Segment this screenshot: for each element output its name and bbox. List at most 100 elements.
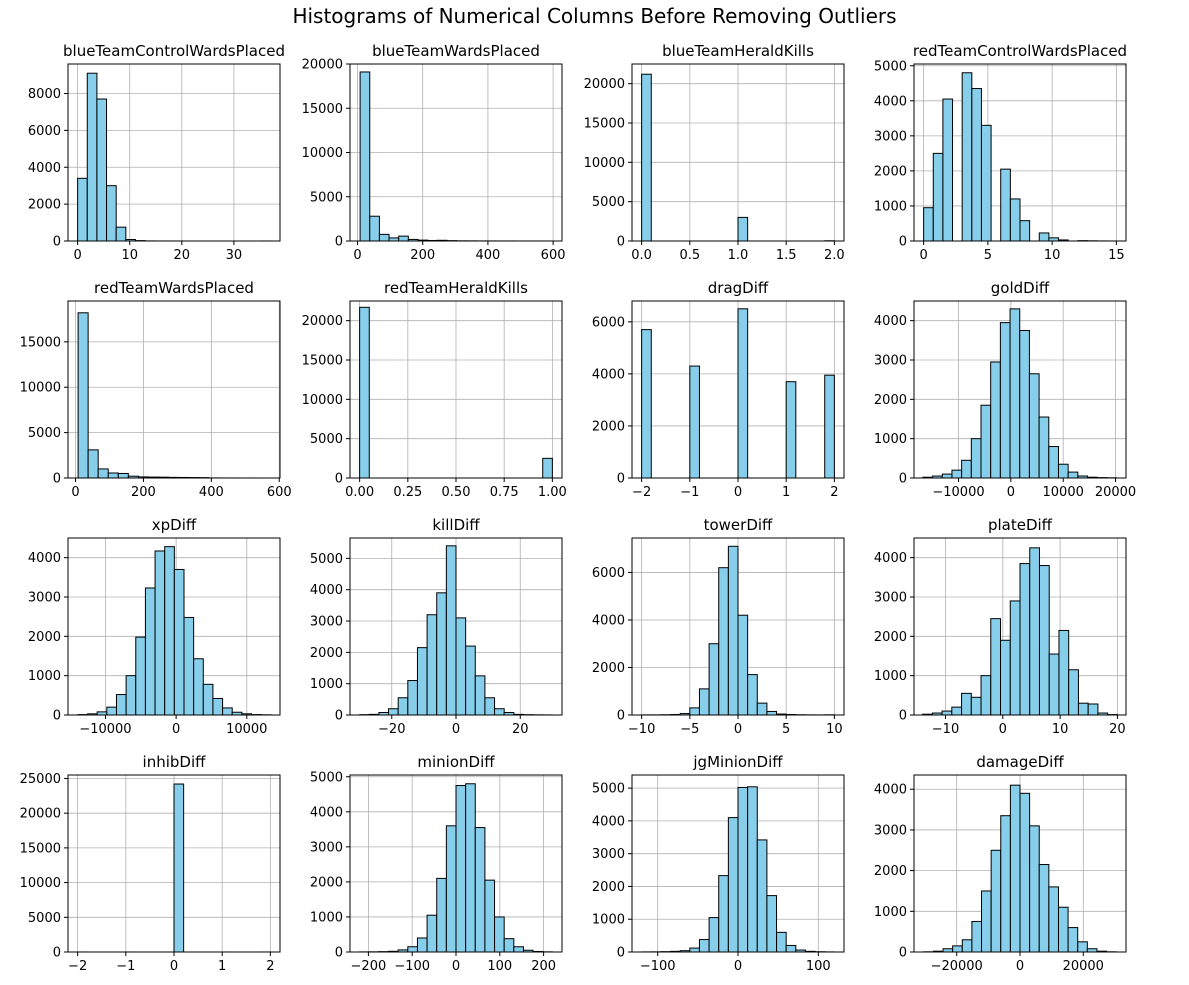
subplot-title: minionDiff (417, 753, 495, 771)
x-tick-label: 30 (226, 248, 243, 263)
y-tick-label: 5000 (310, 770, 343, 785)
y-tick-label: 3000 (592, 847, 625, 862)
y-tick-label: 3000 (874, 129, 907, 144)
y-tick-label: 0 (617, 235, 625, 250)
x-tick-label: −200 (351, 959, 387, 974)
histogram-bar (97, 468, 109, 479)
y-tick-label: 15000 (20, 841, 61, 856)
x-tick-label: 10 (1044, 248, 1061, 263)
x-tick-label: 100 (487, 959, 512, 974)
x-tick-label: 100 (806, 959, 831, 974)
y-tick-label: 1000 (310, 677, 343, 692)
x-tick-label: 0.75 (490, 485, 519, 500)
histogram-bar (785, 381, 797, 479)
y-tick-label: 3000 (310, 615, 343, 630)
histogram-bar (474, 675, 486, 716)
histogram-bar (107, 472, 119, 479)
histogram-bar (727, 817, 739, 953)
histogram-bar (465, 645, 476, 716)
histogram-bar (388, 708, 399, 716)
histogram-bar (1009, 198, 1021, 242)
histogram-bar (398, 235, 409, 242)
histogram-bar (1000, 639, 1011, 716)
y-tick-label: 4000 (874, 551, 907, 566)
subplot-title: blueTeamWardsPlaced (372, 42, 540, 60)
histogram-bar (106, 185, 117, 242)
histogram-bar (1029, 825, 1040, 953)
subplot-title: blueTeamControlWardsPlaced (63, 42, 285, 60)
histogram-bar (1028, 373, 1040, 479)
x-tick-label: 0 (1007, 485, 1015, 500)
subplot-title: redTeamControlWardsPlaced (913, 42, 1127, 60)
y-tick-label: 2000 (28, 630, 61, 645)
x-tick-label: 0 (452, 959, 460, 974)
axes-frame (913, 537, 1127, 716)
y-tick-label: 10000 (584, 156, 625, 171)
x-tick-label: −1 (680, 485, 699, 500)
y-tick-label: 1000 (592, 913, 625, 928)
y-tick-label: 20000 (302, 314, 343, 329)
x-tick-label: −100 (394, 959, 430, 974)
y-tick-label: 1000 (874, 432, 907, 447)
x-tick-label: 600 (541, 248, 566, 263)
histogram-bar (1019, 220, 1031, 242)
histogram-bar (990, 618, 1002, 716)
subplot-title: plateDiff (988, 516, 1053, 534)
histogram-bar (961, 72, 973, 242)
histogram-bar (1019, 792, 1031, 953)
y-tick-label: 4000 (28, 551, 61, 566)
histogram-bar (932, 152, 944, 242)
x-tick-label: 400 (199, 485, 224, 500)
x-tick-label: −10 (932, 722, 959, 737)
histogram-bar (951, 706, 963, 716)
x-tick-label: −2 (632, 485, 651, 500)
y-tick-label: 2000 (874, 630, 907, 645)
y-tick-label: 5000 (592, 782, 625, 797)
y-tick-label: 0 (53, 472, 61, 487)
histogram-bar (183, 616, 195, 716)
x-tick-label: 15 (1108, 248, 1125, 263)
histogram-bar (776, 931, 787, 953)
histogram-bar (465, 783, 476, 953)
y-tick-label: 5000 (310, 432, 343, 447)
y-tick-label: 4000 (592, 814, 625, 829)
histogram-bar (135, 636, 146, 716)
x-tick-label: 10 (121, 248, 138, 263)
histogram-bar (369, 215, 380, 242)
histogram-bar (115, 694, 127, 716)
histogram-bar (641, 329, 652, 479)
histogram-bar (990, 361, 1001, 479)
subplot-title: redTeamWardsPlaced (94, 279, 254, 297)
y-tick-label: 5000 (592, 195, 625, 210)
y-tick-label: 4000 (592, 367, 625, 382)
histogram-bar (961, 692, 972, 716)
y-tick-label: 2000 (28, 198, 61, 213)
x-tick-label: 400 (475, 248, 500, 263)
histogram-bar (426, 614, 438, 716)
histogram-bar (1009, 784, 1021, 953)
histogram-bar (426, 914, 438, 953)
x-tick-label: 1.00 (538, 485, 567, 500)
x-tick-label: 200 (131, 485, 156, 500)
x-tick-label: 10 (1052, 722, 1069, 737)
x-tick-label: −10000 (932, 485, 984, 500)
histogram-bar (154, 550, 166, 716)
histogram-bar (1019, 563, 1031, 716)
histogram-bar (77, 312, 89, 479)
histogram-bar (1009, 600, 1021, 716)
x-tick-label: 0 (999, 722, 1007, 737)
axes-frame (913, 63, 1127, 242)
histogram-bar (980, 675, 992, 716)
histogram-bar (212, 697, 224, 716)
y-tick-label: 2000 (592, 661, 625, 676)
histogram-bar (455, 617, 467, 716)
y-tick-label: 6000 (592, 315, 625, 330)
histogram-bar (689, 707, 700, 716)
histogram-bar (1057, 463, 1069, 479)
histogram-bar (436, 592, 447, 716)
y-tick-label: 2000 (310, 875, 343, 890)
histogram-towerDiff: −10 −5 0 5 10 0 2000 4000 6000 towerDiff (592, 516, 845, 737)
y-tick-label: 0 (899, 472, 907, 487)
histogram-bar (689, 365, 700, 479)
